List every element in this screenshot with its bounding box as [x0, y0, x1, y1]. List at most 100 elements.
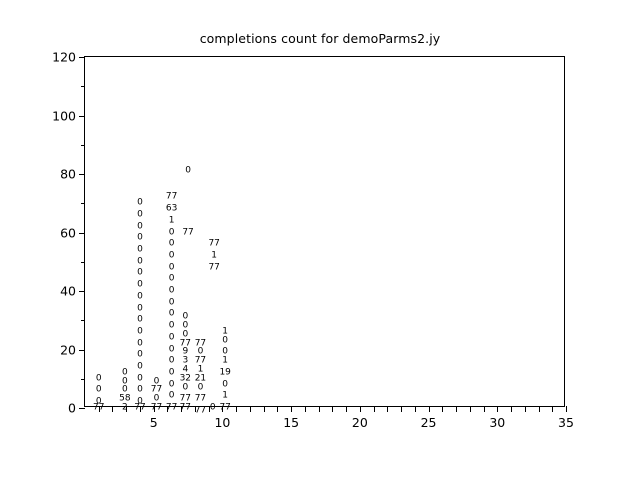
x-tick: [126, 406, 128, 412]
data-point-label: 77: [208, 262, 220, 273]
data-point-label: 77: [134, 402, 146, 413]
y-tick-major: [79, 232, 85, 234]
x-tick: [401, 406, 403, 412]
x-tick: [291, 406, 293, 412]
data-point-label: 3: [182, 355, 189, 366]
chart-title: completions count for demoParms2.jy: [199, 31, 441, 46]
data-point-label: 0: [137, 303, 143, 314]
y-tick-major: [79, 408, 85, 409]
x-tick-label: 10: [214, 415, 231, 430]
data-point-label: 0: [137, 314, 143, 325]
data-point-label: 77: [150, 402, 163, 413]
x-tick: [428, 406, 430, 412]
data-point-label: 0: [121, 367, 128, 378]
y-tick-major: [79, 115, 85, 117]
x-tick: [153, 406, 155, 412]
x-tick: [332, 406, 334, 412]
y-tick-major: [79, 57, 85, 58]
data-point-label: 77: [150, 384, 163, 395]
y-tick-label: 100: [52, 108, 76, 123]
data-point-label: 77: [194, 393, 207, 404]
data-point-label: 2: [121, 402, 128, 413]
x-tick: [346, 406, 348, 412]
x-tick-label: 25: [420, 415, 437, 430]
x-tick-label: 15: [283, 415, 300, 430]
x-tick: [497, 406, 499, 412]
data-point-label: 0: [153, 393, 160, 404]
data-point-label: 77: [165, 191, 178, 202]
x-tick: [524, 406, 526, 412]
data-point-label: 0: [137, 396, 143, 407]
data-point-label: 0: [185, 165, 191, 176]
data-point-label: 1: [222, 326, 229, 337]
data-point-label: 0: [137, 221, 143, 232]
data-point-label: 1: [211, 250, 218, 261]
data-point-label: 0: [168, 250, 175, 261]
data-point-label: 0: [121, 376, 128, 387]
y-tick-label: 60: [60, 225, 76, 240]
x-tick: [263, 406, 265, 412]
x-tick-label: 20: [351, 415, 368, 430]
data-point-label: 0: [137, 291, 143, 302]
data-point-label: 0: [168, 262, 175, 273]
data-point-label: 1: [168, 215, 175, 226]
data-point-label: 77: [194, 338, 207, 349]
data-point-label: 0: [137, 326, 143, 337]
data-point-label: 0: [95, 384, 102, 395]
data-point-label: 0: [168, 238, 175, 249]
data-point-label: 0: [168, 379, 175, 390]
data-point-label: 77: [93, 402, 105, 413]
data-point-label: 0: [168, 308, 175, 319]
data-point-label: 77: [179, 393, 192, 404]
data-point-label: 0: [95, 396, 102, 407]
data-point-label: 0: [197, 382, 204, 393]
x-tick: [277, 406, 279, 412]
data-point-label: 77: [194, 405, 207, 416]
y-tick-label: 120: [52, 49, 76, 65]
x-tick: [511, 406, 513, 412]
data-point-label: 58: [119, 393, 131, 404]
y-tick-minor: [81, 203, 85, 205]
x-tick: [222, 406, 224, 412]
x-tick: [483, 406, 485, 412]
data-point-label: 0: [222, 335, 229, 346]
data-point-label: 0: [137, 256, 143, 267]
y-tick-label: 20: [60, 342, 76, 357]
data-point-label: 77: [208, 238, 220, 249]
y-tick-major: [79, 349, 85, 351]
data-point-label: 0: [182, 320, 189, 331]
data-point-label: 0: [168, 320, 175, 331]
x-tick-label: 30: [489, 415, 506, 430]
x-tick: [236, 406, 238, 412]
y-tick-minor: [81, 144, 85, 146]
y-tick-minor: [81, 86, 85, 88]
x-tick: [373, 406, 375, 412]
data-point-label: 0: [137, 197, 143, 208]
data-point-label: 0: [209, 402, 216, 413]
y-tick-minor: [81, 378, 85, 380]
data-point-label: 0: [168, 367, 175, 378]
y-tick-minor: [81, 320, 85, 322]
data-point-label: 0: [168, 355, 175, 366]
data-point-label: 1: [197, 364, 204, 375]
x-tick: [194, 406, 196, 412]
data-point-label: 0: [182, 329, 189, 340]
data-point-label: 77: [165, 402, 178, 413]
y-tick-major: [79, 174, 85, 175]
x-tick: [181, 406, 183, 412]
data-point-label: 1: [222, 390, 229, 401]
x-tick: [318, 406, 320, 412]
data-point-label: 0: [168, 332, 175, 343]
data-point-label: 0: [168, 285, 175, 296]
data-point-label: 0: [137, 232, 143, 243]
data-point-label: 32: [179, 373, 192, 384]
x-tick: [98, 406, 100, 412]
data-point-label: 0: [121, 384, 128, 395]
x-tick: [359, 406, 361, 412]
data-point-label: 0: [137, 373, 143, 384]
data-point-label: 0: [197, 346, 204, 357]
data-point-label: 0: [137, 279, 143, 290]
data-point-label: 77: [179, 338, 192, 349]
data-point-label: 0: [137, 209, 143, 220]
